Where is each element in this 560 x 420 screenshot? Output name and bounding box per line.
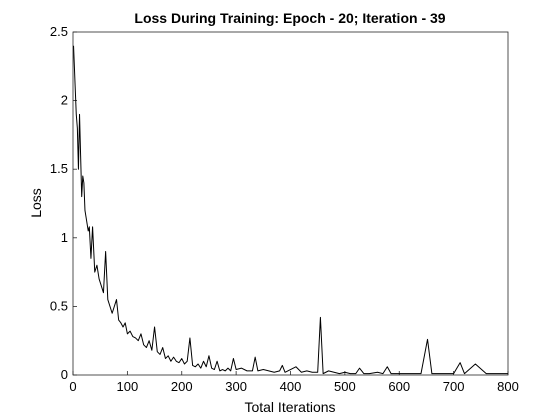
- x-tick-label: 200: [171, 379, 193, 394]
- x-tick-label: 500: [334, 379, 356, 394]
- plot-area: [72, 31, 509, 376]
- y-tick-label: 0.5: [50, 298, 68, 313]
- x-axis-label: Total Iterations: [244, 399, 335, 415]
- y-tick-label: 2.5: [50, 24, 68, 39]
- x-tick-label: 100: [117, 379, 139, 394]
- y-tick-label: 1.5: [50, 161, 68, 176]
- x-tick-label: 800: [497, 379, 519, 394]
- x-tick-label: 700: [443, 379, 465, 394]
- y-axis-label: Loss: [28, 188, 44, 218]
- series-layer: [73, 45, 508, 375]
- x-tick-label: 400: [280, 379, 302, 394]
- y-tick-label: 2: [61, 93, 68, 108]
- y-tick-label: 1: [61, 230, 68, 245]
- x-tick-label: 300: [225, 379, 247, 394]
- x-tick-label: 0: [69, 379, 76, 394]
- x-axis-ticks: 0 100 200 300 400 500 600 700 800: [69, 371, 519, 394]
- y-tick-label: 0: [61, 367, 68, 382]
- chart-title: Loss During Training: Epoch - 20; Iterat…: [134, 10, 445, 26]
- y-axis-ticks: 0 0.5 1 1.5 2 2.5: [50, 24, 77, 382]
- loss-series-line: [73, 45, 508, 375]
- x-tick-label: 600: [388, 379, 410, 394]
